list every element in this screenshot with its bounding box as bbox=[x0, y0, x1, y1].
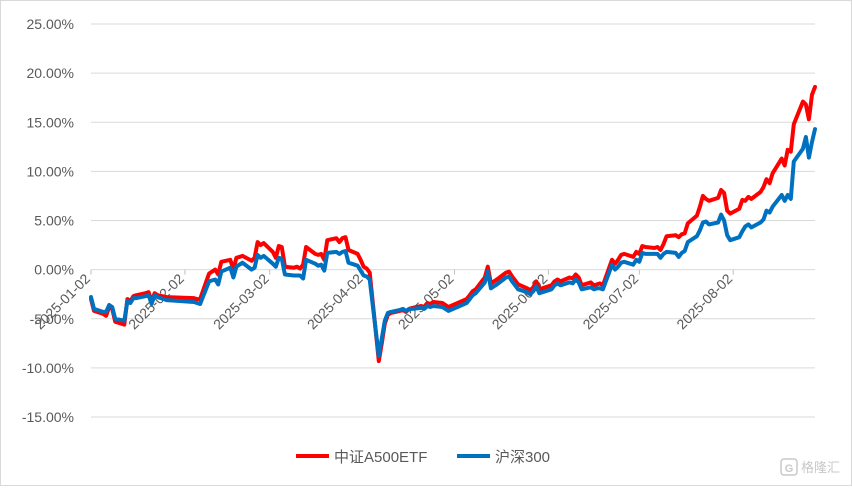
watermark-logo-glyph: G bbox=[785, 463, 794, 475]
y-tick-label: -10.00% bbox=[22, 360, 74, 376]
watermark-text: 格隆汇 bbox=[801, 460, 840, 475]
series-line-1 bbox=[89, 84, 817, 363]
y-tick-label: 5.00% bbox=[34, 213, 74, 229]
watermark: G 格隆汇 bbox=[780, 458, 840, 476]
y-tick-label: -5.00% bbox=[30, 311, 74, 327]
x-tick-label: 2025-07-02 bbox=[579, 270, 641, 332]
series-layer bbox=[89, 84, 817, 363]
y-tick-label: 0.00% bbox=[34, 262, 74, 278]
y-tick-label: -15.00% bbox=[22, 409, 74, 425]
y-tick-label: 15.00% bbox=[27, 114, 74, 130]
x-tick-label: 2025-04-02 bbox=[304, 270, 366, 332]
y-tick-label: 20.00% bbox=[27, 65, 74, 81]
series-line-2 bbox=[89, 127, 817, 359]
x-tick-label: 2025-05-02 bbox=[395, 270, 457, 332]
x-tick-label: 2025-08-02 bbox=[673, 270, 735, 332]
y-tick-label: 25.00% bbox=[27, 16, 74, 32]
legend-label: 中证A500ETF bbox=[334, 449, 427, 466]
y-axis-ticks: 25.00% 20.00% 15.00% 10.00% 5.00% 0.00% -5.00%… bbox=[22, 16, 74, 425]
legend-label: 沪深300 bbox=[495, 449, 550, 466]
watermark-logo-icon bbox=[780, 458, 798, 476]
y-tick-label: 10.00% bbox=[27, 163, 74, 179]
legend: 中证A500ETF 沪深300 bbox=[296, 449, 550, 466]
